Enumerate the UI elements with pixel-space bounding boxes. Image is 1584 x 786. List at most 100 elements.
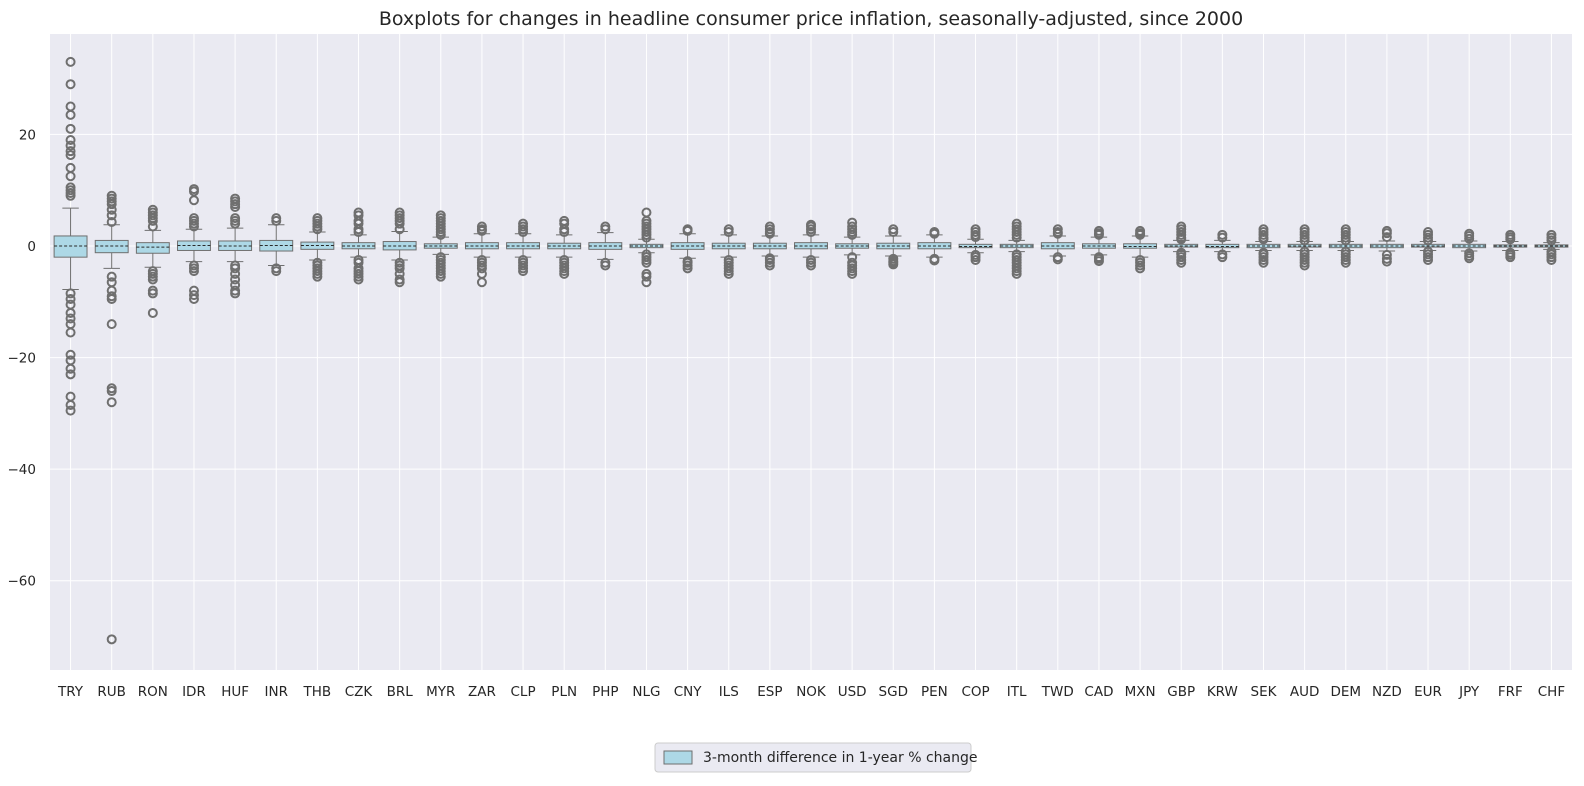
box-iqr	[958, 243, 993, 249]
outlier-point	[476, 263, 487, 274]
legend: 3-month difference in 1-year % change	[654, 742, 977, 773]
x-tick-label: RON	[138, 684, 168, 700]
outlier-point	[106, 294, 117, 304]
outlier-point	[65, 405, 76, 416]
outlier-point	[65, 327, 76, 338]
outlier-point	[106, 204, 117, 215]
x-tick-label: EUR	[1414, 684, 1442, 700]
box-itl	[999, 218, 1034, 279]
x-tick-label: MYR	[426, 684, 455, 700]
outlier-point	[641, 277, 652, 288]
outlier-point	[1093, 256, 1104, 267]
box-iqr	[53, 235, 88, 258]
x-tick-label: PEN	[921, 684, 948, 700]
outlier-point	[888, 259, 899, 270]
outlier-point	[559, 268, 570, 279]
x-tick-label: SGD	[879, 684, 908, 700]
x-tick-label: KRW	[1207, 684, 1238, 700]
outlier-point	[230, 218, 241, 229]
outlier-point	[764, 228, 775, 239]
outlier-point	[1423, 235, 1434, 246]
outlier-point	[476, 225, 487, 236]
outlier-point	[65, 79, 76, 90]
outlier-point	[106, 217, 117, 228]
y-tick-label: −60	[8, 574, 37, 590]
outlier-point	[147, 307, 158, 318]
box-rub	[94, 190, 129, 645]
box-huf	[218, 193, 253, 299]
outlier-point	[65, 171, 76, 182]
box-zar	[464, 221, 499, 288]
x-tick-label: TRY	[57, 684, 84, 700]
box-cop	[958, 224, 993, 265]
outlier-point	[147, 215, 158, 226]
outlier-point	[65, 123, 76, 134]
box-chf	[1534, 229, 1569, 265]
outlier-point	[476, 277, 487, 288]
outlier-point	[312, 271, 323, 282]
outlier-point	[806, 227, 816, 238]
x-tick-label: CLP	[511, 684, 536, 700]
outlier-point	[1381, 256, 1392, 267]
x-tick-label: TWD	[1041, 684, 1074, 700]
box-frf	[1493, 229, 1528, 263]
outlier-point	[806, 260, 816, 271]
outlier-point	[1135, 263, 1146, 274]
x-tick-label: FRF	[1498, 684, 1523, 700]
x-tick-label: SEK	[1251, 684, 1278, 700]
outlier-point	[1381, 232, 1392, 243]
x-tick-label: CNY	[674, 684, 703, 700]
outlier-point	[682, 225, 693, 236]
outlier-point	[65, 190, 76, 201]
chart-title: Boxplots for changes in headline consume…	[379, 8, 1243, 30]
box-pen	[917, 227, 952, 266]
outlier-point	[518, 266, 529, 277]
box-nlg	[629, 207, 664, 288]
outlier-point	[65, 400, 76, 410]
outlier-point	[230, 288, 241, 299]
box-sgd	[876, 224, 911, 270]
x-tick-label: CHF	[1538, 684, 1565, 700]
outlier-point	[723, 268, 734, 279]
outlier-point	[929, 255, 940, 266]
outlier-point	[65, 294, 76, 304]
box-thb	[300, 213, 335, 282]
outlier-point	[641, 257, 652, 268]
x-tick-label: PLN	[551, 684, 577, 700]
outlier-point	[188, 266, 199, 277]
outlier-point	[641, 232, 652, 243]
outlier-point	[106, 319, 117, 330]
x-tick-label: IDR	[182, 684, 206, 700]
outlier-point	[188, 290, 199, 301]
box-pln	[547, 215, 582, 279]
y-axis-tick-labels: 20 0 −20 −40 −60	[8, 127, 37, 589]
outlier-point	[600, 224, 611, 235]
outlier-point	[559, 227, 570, 238]
outlier-point	[394, 218, 405, 229]
box-ron	[135, 204, 170, 318]
box-brl	[382, 207, 417, 288]
outlier-point	[1093, 229, 1104, 240]
x-tick-label: HUF	[221, 684, 249, 700]
outlier-point	[1381, 249, 1392, 260]
outlier-point	[106, 386, 117, 397]
y-tick-label: −40	[8, 462, 37, 478]
box-ils	[711, 224, 746, 279]
box-clp	[506, 218, 541, 277]
outlier-point	[312, 224, 323, 235]
outlier-point	[1505, 252, 1516, 263]
outlier-point	[1505, 234, 1516, 245]
outlier-point	[1011, 232, 1022, 243]
x-tick-label: CAD	[1084, 684, 1113, 700]
outlier-point	[1464, 233, 1475, 244]
box-jpy	[1452, 228, 1487, 264]
x-tick-label: ILS	[719, 684, 739, 700]
x-tick-label: GBP	[1167, 684, 1195, 700]
outlier-point	[65, 150, 76, 161]
boxplot-series	[53, 56, 1569, 645]
x-tick-label: USD	[838, 684, 867, 700]
box-esp	[752, 221, 787, 271]
outlier-point	[641, 271, 652, 282]
box-twd	[1040, 224, 1075, 265]
